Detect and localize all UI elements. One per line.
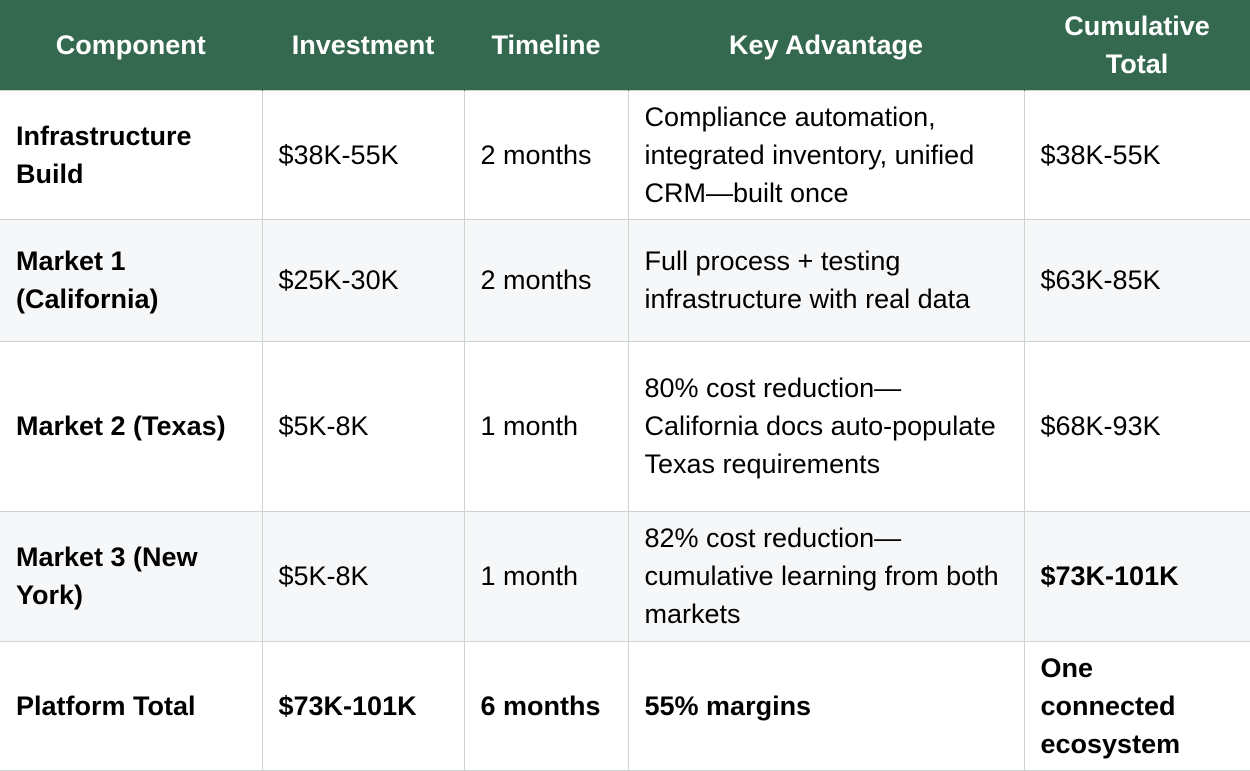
cell-advantage: Compliance automation, integrated invent… xyxy=(627,89,1025,220)
cell-timeline: 2 months xyxy=(463,218,629,342)
cell-component: Infrastructure Build xyxy=(0,89,263,220)
cell-component: Market 2 (Texas) xyxy=(0,340,263,512)
cell-component: Market 1 (California) xyxy=(0,218,263,342)
table-row-total: Platform Total $73K-101K 6 months 55% ma… xyxy=(0,640,1250,771)
cell-cumulative: One connected ecosystem xyxy=(1023,640,1250,771)
header-investment: Investment xyxy=(262,0,465,90)
cell-cumulative: $63K-85K xyxy=(1023,218,1250,342)
cell-cumulative: $38K-55K xyxy=(1023,89,1250,220)
table-row: Infrastructure Build $38K-55K 2 months C… xyxy=(0,89,1250,220)
cell-advantage: 80% cost reduction—California docs auto-… xyxy=(627,340,1025,512)
cell-advantage: Full process + testing infrastructure wi… xyxy=(627,218,1025,342)
cell-timeline: 1 month xyxy=(463,340,629,512)
header-component: Component xyxy=(0,0,263,90)
header-timeline: Timeline xyxy=(464,0,629,90)
cell-advantage: 82% cost reduction—cumulative learning f… xyxy=(627,510,1025,642)
table-row: Market 3 (New York) $5K-8K 1 month 82% c… xyxy=(0,510,1250,642)
cell-advantage: 55% margins xyxy=(627,640,1025,771)
header-key-advantage: Key Advantage xyxy=(628,0,1025,90)
cell-component: Market 3 (New York) xyxy=(0,510,263,642)
cell-investment: $38K-55K xyxy=(261,89,465,220)
cell-investment: $25K-30K xyxy=(261,218,465,342)
cell-investment: $5K-8K xyxy=(261,510,465,642)
header-row: Component Investment Timeline Key Advant… xyxy=(0,0,1250,90)
cell-timeline: 6 months xyxy=(463,640,629,771)
table-row: Market 2 (Texas) $5K-8K 1 month 80% cost… xyxy=(0,340,1250,512)
cell-investment: $73K-101K xyxy=(261,640,465,771)
table-row: Market 1 (California) $25K-30K 2 months … xyxy=(0,218,1250,342)
cell-component: Platform Total xyxy=(0,640,263,771)
cell-cumulative: $73K-101K xyxy=(1023,510,1250,642)
cell-investment: $5K-8K xyxy=(261,340,465,512)
cell-cumulative: $68K-93K xyxy=(1023,340,1250,512)
cell-timeline: 2 months xyxy=(463,89,629,220)
header-cumulative-total: Cumulative Total xyxy=(1024,0,1250,90)
cell-timeline: 1 month xyxy=(463,510,629,642)
